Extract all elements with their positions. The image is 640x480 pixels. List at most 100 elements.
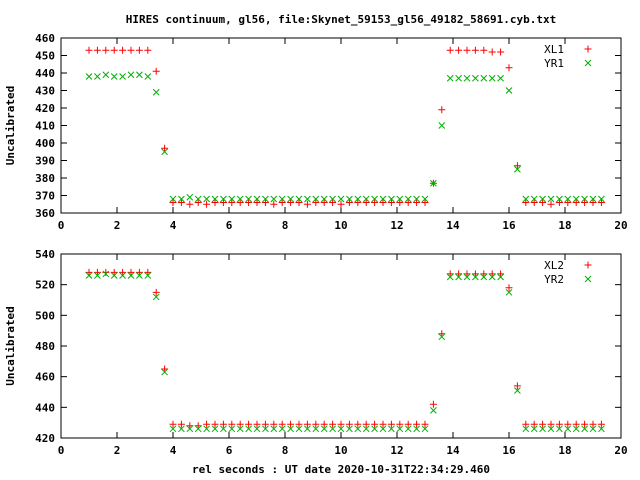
data-point [127,71,135,79]
data-point [110,73,118,80]
x-tick-label: 4 [170,444,177,457]
x-tick-label: 8 [282,444,289,457]
data-point [345,199,353,206]
data-point [169,425,177,433]
x-tick-label: 2 [114,219,121,232]
data-point [480,270,488,278]
data-point [530,195,538,203]
data-point [94,73,101,80]
data-point [455,74,462,82]
data-point [530,199,538,206]
x-tick-label: 0 [58,219,65,232]
data-point [329,199,337,206]
data-point [589,199,597,206]
data-point [102,71,110,79]
data-point [110,272,118,279]
data-point [346,425,353,433]
y-tick-label: 360 [35,207,55,220]
y-tick-label: 420 [35,102,55,115]
data-point [93,268,101,276]
data-point [379,420,387,428]
data-point [413,420,421,428]
data-point [354,199,362,206]
x-axis-label: rel seconds : UT date 2020-10-31T22:34:2… [192,463,490,476]
data-point [480,74,488,82]
data-point [278,420,286,428]
data-point [203,425,210,433]
data-point [253,420,261,428]
data-point [270,200,278,208]
data-point [102,270,110,278]
data-point [371,420,379,428]
data-point [430,179,437,187]
legend-marker [584,45,592,53]
data-point [564,420,572,428]
data-point [287,195,294,203]
x-tick-label: 16 [502,444,516,457]
chart-root: HIRES continuum, gl56, file:Skynet_59153… [4,13,628,476]
data-point [362,425,370,433]
y-tick-label: 420 [35,432,55,445]
data-point [194,422,202,430]
data-point [488,74,496,82]
data-point [455,273,462,281]
data-point [396,199,404,206]
data-point [169,195,177,203]
data-point [581,425,588,433]
data-point [178,195,185,203]
data-point [85,46,93,54]
x-tick-label: 12 [390,219,403,232]
data-point [152,88,160,96]
y-tick-label: 540 [35,248,55,261]
data-point [362,195,370,203]
data-point [93,46,101,54]
data-point [505,64,513,72]
data-point [236,420,244,428]
data-point [371,195,378,203]
data-point [413,199,421,206]
data-point [387,420,395,428]
data-point [228,195,236,203]
data-point [555,199,563,206]
data-point [329,195,336,203]
data-point [572,425,580,433]
data-point [211,425,219,433]
data-point [530,420,538,428]
legend-label: YR2 [544,273,564,286]
data-point [262,195,269,203]
data-point [346,195,353,203]
data-point [505,87,513,94]
y-tick-label: 480 [35,340,55,353]
data-point [177,199,185,206]
data-point [362,199,370,206]
data-point [404,420,412,428]
data-point [94,272,101,279]
data-point [572,420,580,428]
data-point [253,199,261,206]
data-point [556,425,563,433]
data-point [522,425,530,433]
data-point [228,420,236,428]
data-point [228,425,236,433]
data-point [379,195,387,203]
data-point [581,420,589,428]
data-point [455,46,463,54]
data-point [472,273,479,281]
data-point [388,195,395,203]
data-point [471,270,479,278]
data-point [194,195,202,203]
data-point [102,268,110,276]
data-point [388,425,395,433]
data-point [396,425,404,433]
data-point [320,425,328,433]
data-point [278,199,286,206]
data-point [429,400,437,408]
data-point [471,46,479,54]
data-point [589,420,597,428]
data-point [371,199,379,206]
data-point [488,48,496,56]
data-point [135,268,143,276]
data-point [547,425,555,433]
data-point [236,425,244,433]
